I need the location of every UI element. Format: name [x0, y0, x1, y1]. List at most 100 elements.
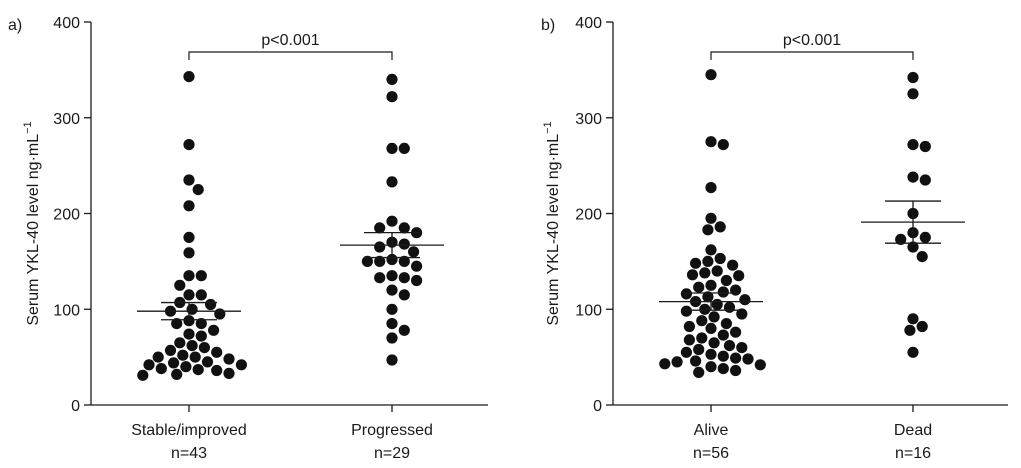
data-point	[386, 142, 398, 154]
panel-b: 0 100 200 300 400 Alive n=56 Dead n=16 b) Serum YK…	[541, 15, 1008, 462]
data-point	[714, 221, 726, 233]
data-point	[192, 364, 204, 376]
data-point	[398, 255, 410, 267]
data-point	[174, 279, 186, 291]
data-point	[720, 274, 733, 287]
data-point	[916, 320, 928, 333]
data-point	[168, 357, 180, 369]
data-point	[386, 354, 398, 366]
data-point	[195, 289, 207, 301]
y-tick-label: 400	[575, 15, 602, 32]
data-point	[183, 71, 195, 83]
data-point	[919, 140, 931, 153]
data-point	[386, 73, 398, 85]
data-point	[895, 233, 907, 245]
data-point	[730, 364, 742, 377]
data-point	[174, 337, 186, 349]
data-point	[705, 244, 717, 256]
data-point	[723, 340, 736, 352]
panel-a: 0 100 200 300 400 Stable/improved n=43 Progress…	[8, 15, 488, 462]
panel-letter: b)	[541, 17, 555, 34]
data-point	[736, 342, 748, 354]
data-point	[183, 328, 195, 340]
data-point	[183, 270, 195, 282]
y-tick-label: 0	[593, 398, 602, 415]
data-point	[730, 326, 742, 338]
data-point	[211, 346, 223, 358]
data-point	[143, 359, 155, 371]
x-category-label: Stable/improved	[131, 422, 247, 439]
data-point	[155, 363, 167, 375]
data-point	[705, 212, 717, 224]
data-point	[398, 324, 410, 336]
significance-label: p<0.001	[783, 32, 841, 49]
data-point	[693, 366, 705, 378]
data-point	[152, 351, 164, 363]
data-point	[686, 269, 699, 281]
data-point	[177, 349, 189, 361]
data-point	[907, 88, 919, 100]
data-point	[183, 139, 195, 151]
data-point	[659, 358, 671, 370]
data-point	[907, 71, 919, 84]
data-point	[680, 288, 693, 300]
data-point	[705, 361, 717, 373]
data-point	[717, 286, 729, 298]
data-point	[683, 334, 696, 346]
significance-bracket	[710, 51, 914, 60]
data-point	[186, 340, 198, 352]
data-point	[720, 318, 733, 330]
data-point	[708, 311, 720, 323]
data-point	[195, 330, 207, 342]
data-point	[398, 272, 410, 284]
data-point	[683, 320, 696, 333]
data-point	[386, 253, 398, 266]
data-point	[919, 231, 931, 243]
data-point	[183, 289, 195, 301]
data-point	[696, 315, 708, 327]
x-category-n-label: n=43	[171, 445, 207, 462]
y-tick-label: 300	[575, 111, 602, 128]
data-point	[730, 352, 742, 364]
data-point	[705, 182, 717, 194]
data-point	[705, 69, 717, 81]
data-point	[723, 301, 736, 313]
data-point	[708, 337, 720, 349]
data-point	[183, 174, 195, 186]
data-point	[195, 270, 207, 282]
data-point	[754, 359, 766, 371]
data-point	[223, 367, 235, 379]
data-point	[408, 246, 420, 258]
data-point	[374, 255, 386, 267]
data-point	[693, 281, 705, 293]
data-point	[693, 343, 705, 356]
y-tick-label: 100	[575, 302, 602, 319]
significance-label: p<0.001	[261, 32, 319, 49]
data-point	[183, 315, 195, 327]
data-point	[386, 303, 398, 315]
data-point	[411, 274, 423, 287]
data-point	[711, 298, 723, 311]
data-point	[696, 332, 708, 344]
data-point	[205, 298, 217, 311]
data-point	[411, 260, 423, 272]
data-point	[705, 136, 717, 148]
data-point	[192, 184, 204, 196]
data-point	[189, 351, 201, 363]
data-point	[180, 361, 192, 373]
data-point	[907, 241, 919, 253]
data-point	[717, 139, 729, 151]
data-point	[374, 222, 386, 234]
data-point	[398, 222, 410, 234]
data-point	[214, 308, 226, 320]
x-category-n-label: n=16	[895, 445, 931, 462]
data-point	[198, 342, 210, 354]
data-point	[164, 344, 177, 356]
data-point	[717, 329, 729, 341]
data-point	[711, 265, 723, 277]
data-point	[398, 289, 410, 301]
data-point	[183, 247, 195, 259]
y-tick-label: 200	[575, 207, 602, 224]
data-point	[702, 255, 714, 267]
